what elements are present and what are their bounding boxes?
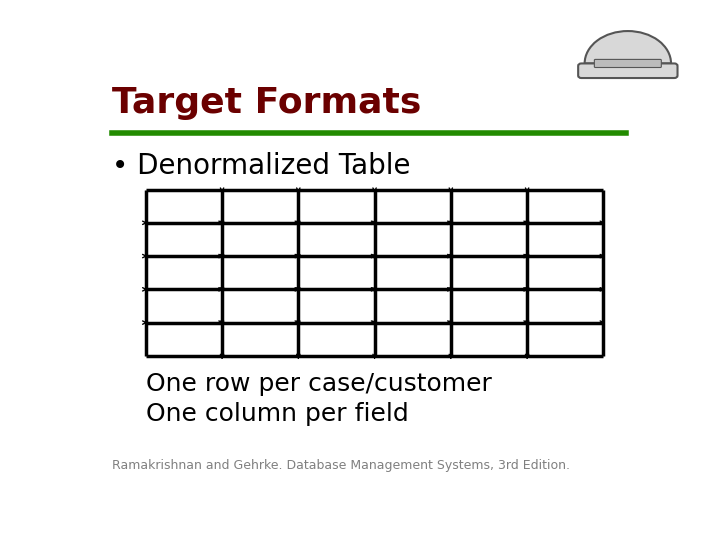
FancyBboxPatch shape <box>578 63 678 78</box>
Text: One column per field: One column per field <box>145 402 408 426</box>
Wedge shape <box>585 31 671 63</box>
Text: Ramakrishnan and Gehrke. Database Management Systems, 3rd Edition.: Ramakrishnan and Gehrke. Database Manage… <box>112 460 570 472</box>
Text: Target Formats: Target Formats <box>112 85 422 119</box>
FancyBboxPatch shape <box>595 59 662 68</box>
Text: One row per case/customer: One row per case/customer <box>145 373 492 396</box>
Text: • Denormalized Table: • Denormalized Table <box>112 152 411 180</box>
